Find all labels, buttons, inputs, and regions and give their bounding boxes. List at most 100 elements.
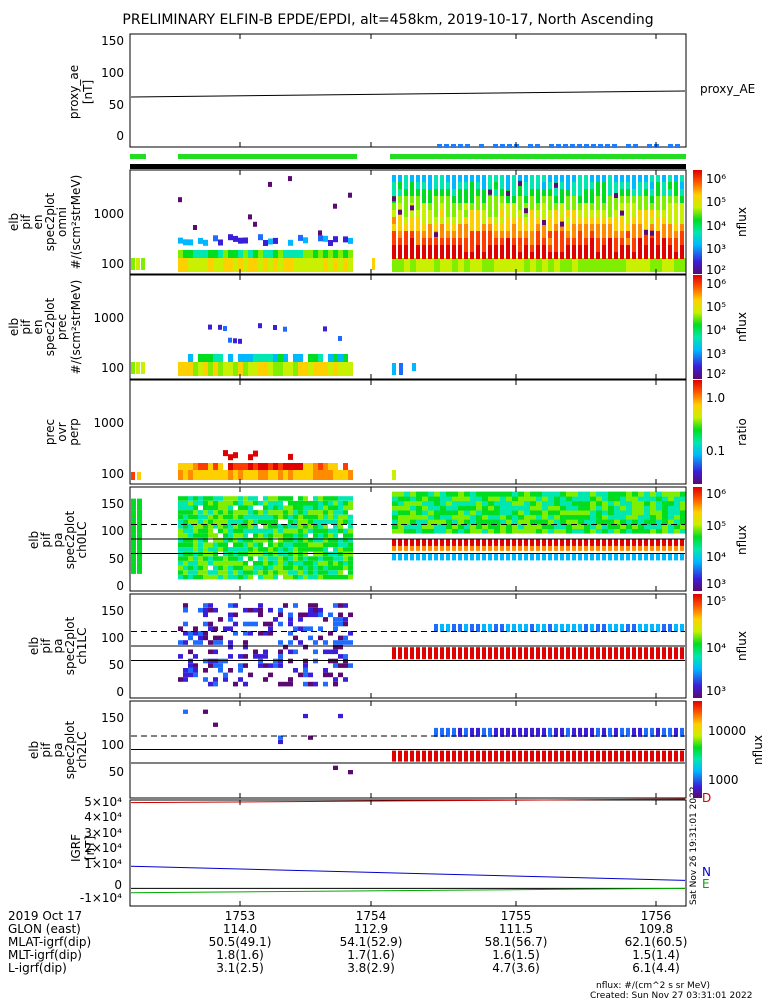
spectrogram-cell <box>253 514 258 520</box>
spectrogram-cell <box>410 245 414 252</box>
spectrogram-cell <box>638 647 642 660</box>
spectrogram-cell <box>410 175 414 182</box>
ylabel-line: ch1LC <box>75 628 89 665</box>
spectrogram-cell <box>203 709 208 714</box>
spectrogram-cell <box>243 607 248 613</box>
spectrogram-cell <box>482 545 486 551</box>
spectrogram-cell <box>213 514 218 520</box>
spectrogram-cell <box>434 553 438 561</box>
spectrogram-cell <box>198 528 203 534</box>
spectrogram-cell <box>338 635 343 641</box>
spectrogram-cell <box>416 182 420 189</box>
spectrogram-cell <box>452 553 456 561</box>
cb2-tick: 10³ <box>706 347 726 361</box>
omni-ytick: 100 <box>101 257 124 271</box>
spectrogram-cell <box>584 224 588 231</box>
spectrogram-cell <box>614 539 618 548</box>
spectrogram-cell <box>560 196 564 203</box>
spectrogram-cell <box>404 491 410 497</box>
spectrogram-cell <box>590 750 594 762</box>
spectrogram-cell <box>536 624 540 632</box>
spectrogram-cell <box>416 175 420 182</box>
footer-cell: 1755 <box>501 909 532 923</box>
spectrogram-cell <box>422 189 426 196</box>
spectrogram-cell <box>278 500 283 506</box>
spectrogram-cell <box>308 362 313 376</box>
spectrogram-cell <box>203 470 208 480</box>
spectrogram-cell <box>298 542 303 548</box>
spectrogram-cell <box>548 514 554 520</box>
spectrogram-cell <box>283 362 288 376</box>
spectrogram-cell <box>638 224 642 231</box>
spectrogram-cell <box>566 514 572 520</box>
spectrogram-cell <box>524 496 530 502</box>
spectrogram-cell <box>263 354 268 362</box>
spectrogram-cell <box>428 175 432 182</box>
spectrogram-cell <box>674 203 678 210</box>
spectrogram-cell <box>238 514 243 520</box>
prec-frame <box>129 274 687 380</box>
spectrogram-cell <box>188 463 193 470</box>
spectrogram-cell <box>452 224 456 231</box>
spectrogram-cell <box>223 519 228 524</box>
spectrogram-cell <box>668 514 674 520</box>
spectrogram-cell <box>470 528 476 534</box>
spectrogram-cell <box>328 649 333 655</box>
panel-proxy-ae: proxy_ae [nT] 150 100 50 0 proxy_AE <box>67 33 755 169</box>
spectrogram-cell <box>566 491 572 497</box>
spectrogram-cell <box>233 621 238 627</box>
spectrogram-cell <box>343 635 348 641</box>
spectrogram-cell <box>253 621 258 627</box>
spectrogram-cell <box>178 533 183 538</box>
spectrogram-cell <box>428 647 432 660</box>
spectrogram-cell <box>188 528 193 534</box>
spectrogram-cell <box>188 470 193 480</box>
spectrogram-cell <box>452 750 456 762</box>
spectrogram-cell <box>398 252 402 259</box>
spectrogram-cell <box>446 258 452 272</box>
spectrogram-cell <box>343 574 348 580</box>
spectrogram-cell <box>338 612 343 618</box>
spectrogram-cell <box>662 514 668 520</box>
spectrogram-cell <box>253 496 258 501</box>
spectrogram-cell <box>470 750 474 762</box>
spectrogram-cell <box>243 631 248 636</box>
spectrogram-cell <box>548 189 552 196</box>
spectrogram-cell <box>213 565 218 571</box>
spectrogram-cell <box>572 189 576 196</box>
spectrogram-cell <box>596 553 600 561</box>
spectrogram-cell <box>548 175 552 182</box>
cb1-tick: 10⁶ <box>706 172 726 186</box>
spectrogram-cell <box>333 519 338 524</box>
spectrogram-cell <box>308 570 313 575</box>
spectrogram-cell <box>233 542 238 548</box>
spectrogram-cell <box>578 624 582 632</box>
spectrogram-cell <box>333 500 338 506</box>
spectrogram-cell <box>488 500 494 506</box>
spectrogram-cell <box>198 537 203 543</box>
spectrogram-cell <box>434 210 438 217</box>
spectrogram-cell <box>392 258 398 272</box>
spectrogram-cell <box>343 463 348 470</box>
spectrogram-cell <box>458 500 464 506</box>
spectrogram-cell <box>632 203 636 210</box>
spectrogram-cell <box>268 570 273 575</box>
spectrogram-cell <box>518 238 522 245</box>
spectrogram-cell <box>584 231 588 238</box>
spectrogram-cell <box>500 245 504 252</box>
spectrogram-cell <box>632 524 638 529</box>
spectrogram-cell <box>313 524 318 529</box>
spectrogram-cell <box>596 217 600 224</box>
spectrogram-cell <box>203 561 208 566</box>
spectrogram-cell <box>614 553 618 561</box>
ylabel-line: spec2plot <box>43 192 57 251</box>
spectrogram-cell <box>293 626 298 631</box>
spectrogram-cell <box>293 542 298 548</box>
spectrogram-cell <box>392 505 398 511</box>
spectrogram-cell <box>348 570 353 575</box>
spectrogram-cell <box>422 539 426 548</box>
spectrogram-cell <box>308 574 313 580</box>
spectrogram-cell <box>263 258 268 272</box>
spectrogram-cell <box>584 750 588 762</box>
spectrogram-cell <box>560 539 564 548</box>
